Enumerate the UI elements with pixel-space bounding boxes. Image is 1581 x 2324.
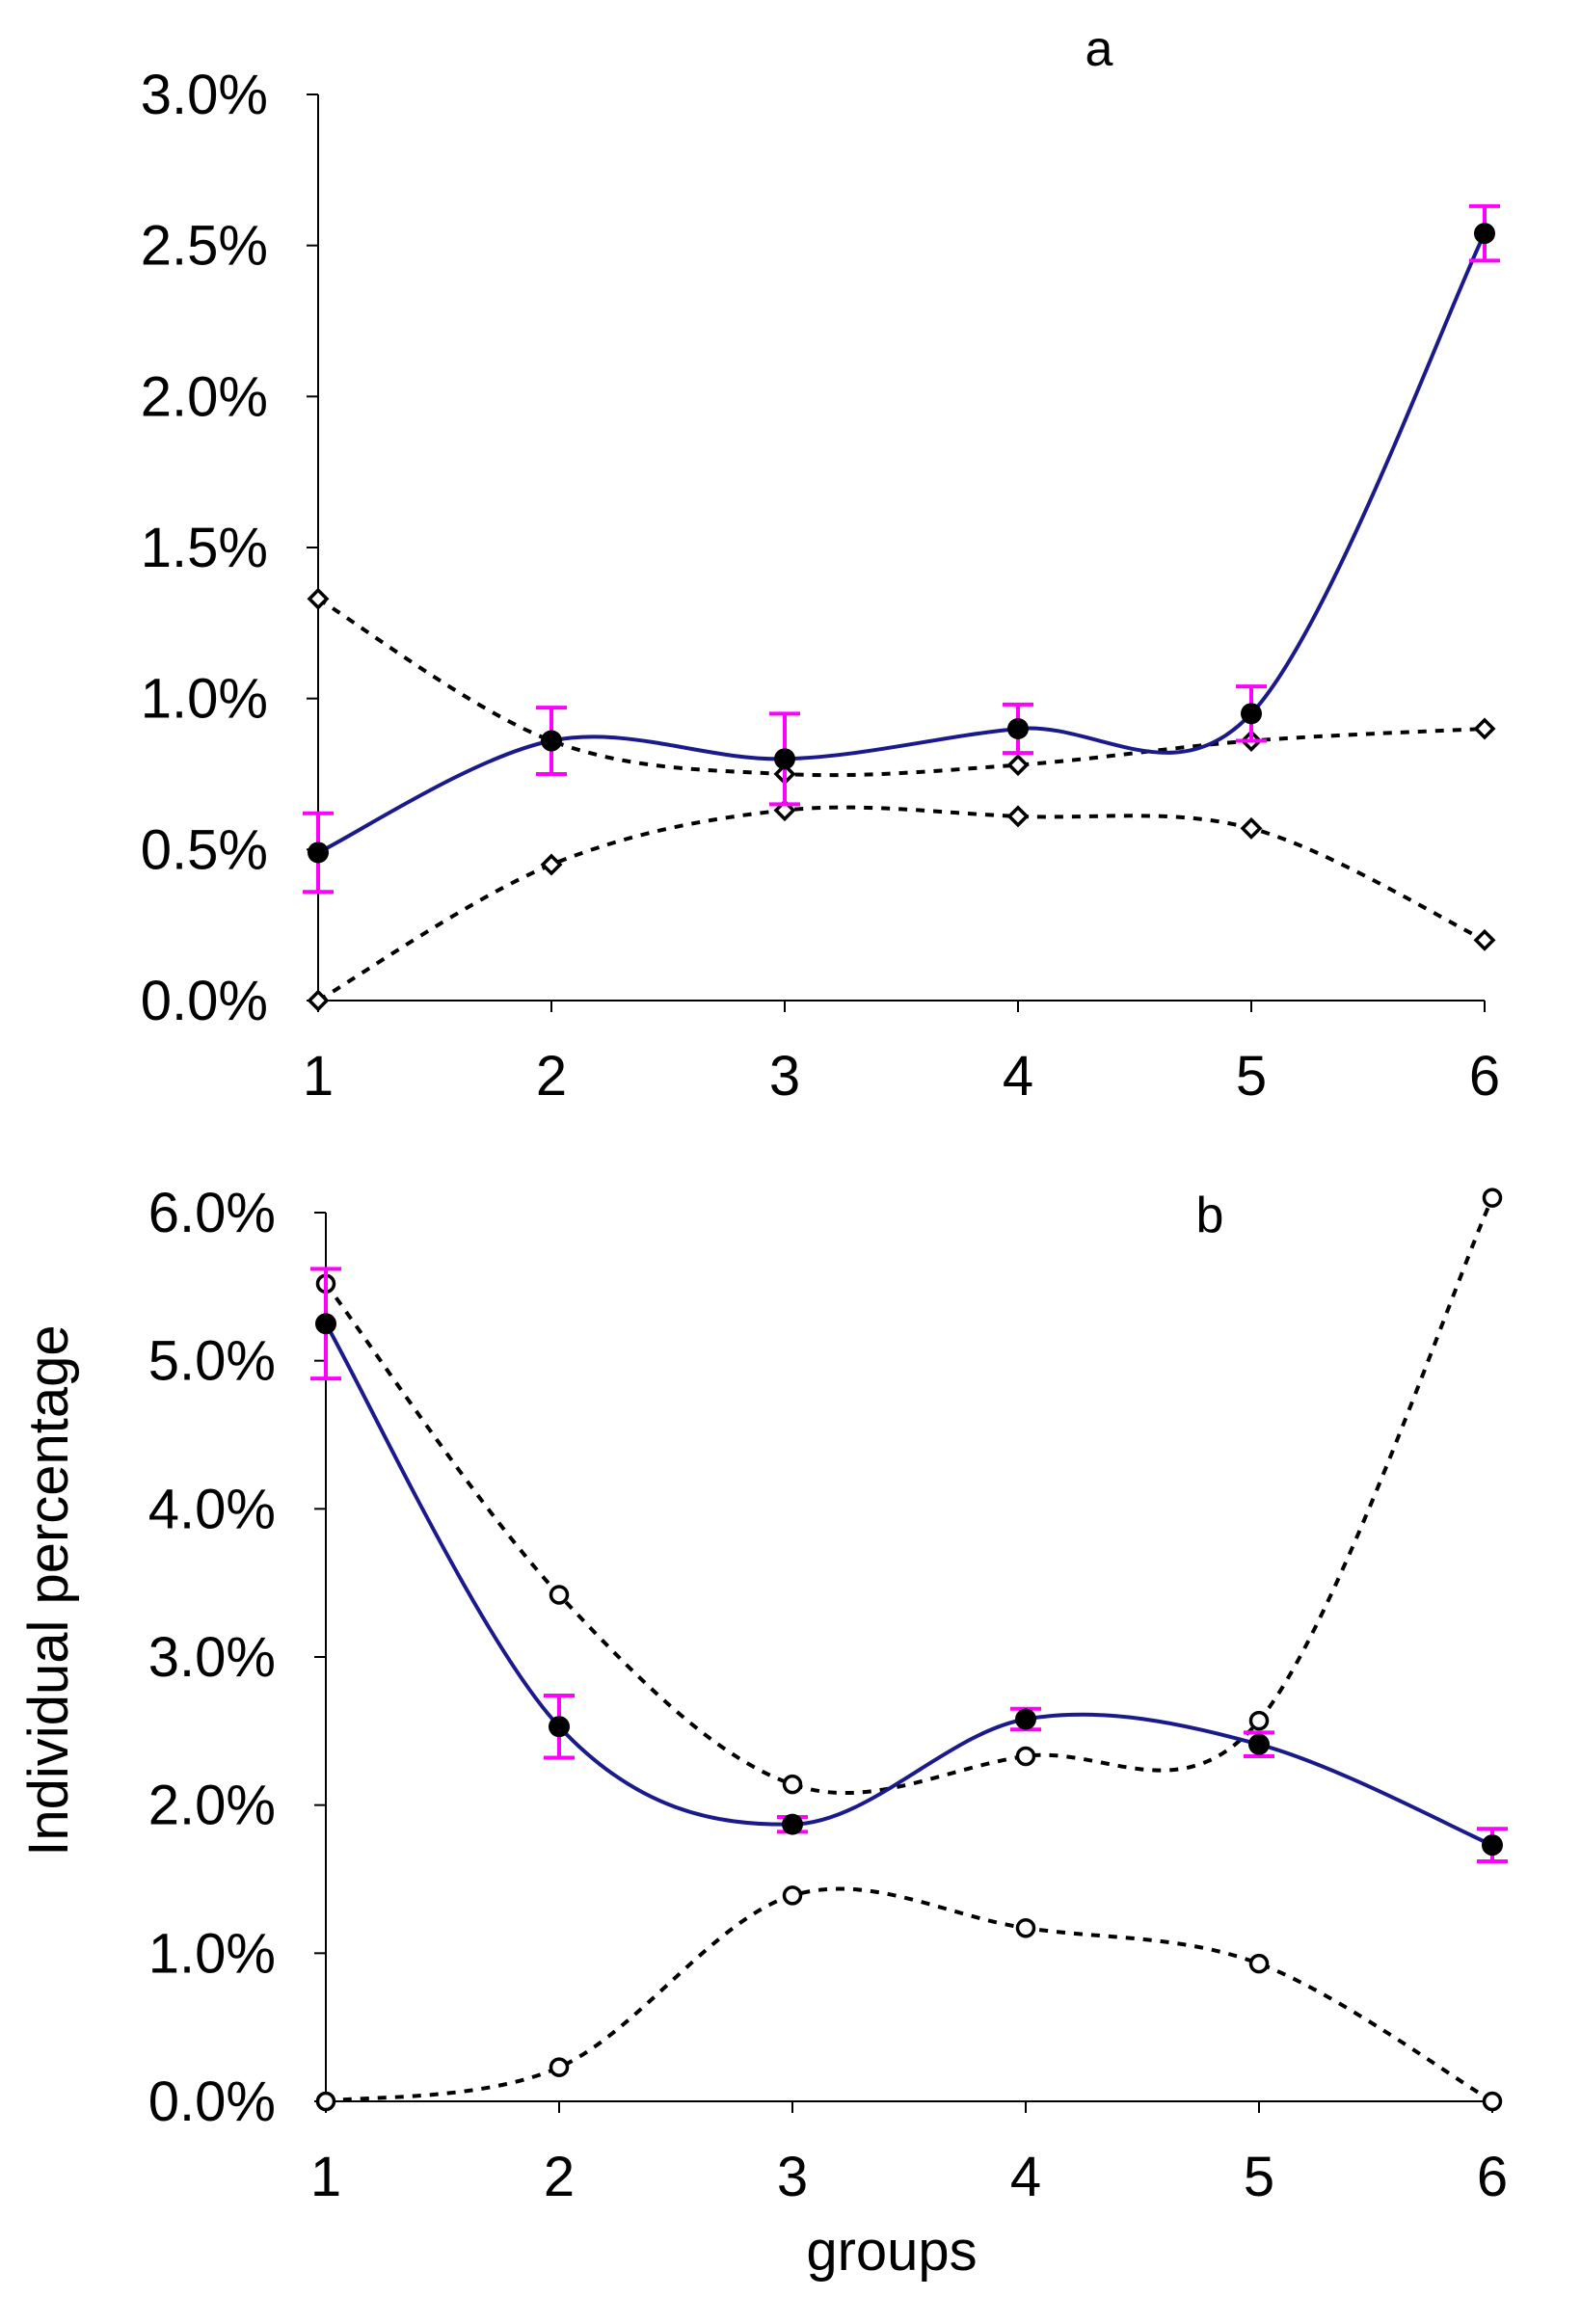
series-lower-point [1473, 928, 1496, 951]
x-tick-label: 5 [1244, 2146, 1274, 2208]
x-tick-label: 2 [536, 1045, 567, 1108]
y-tick-label: 1.0% [141, 668, 268, 731]
series-upper-point [1473, 717, 1496, 740]
x-axis-title: groups [806, 2220, 977, 2283]
x-tick-label: 1 [303, 1045, 334, 1108]
mean-point [1474, 223, 1495, 245]
mean-point [1248, 1733, 1270, 1755]
x-tick-label: 3 [769, 1045, 800, 1108]
x-tick-label: 1 [310, 2146, 341, 2208]
x-tick-label: 5 [1236, 1045, 1267, 1108]
series-upper-point [549, 1585, 570, 1605]
series-mean-line [324, 1322, 1493, 1848]
mean-point [782, 1813, 803, 1835]
y-tick-label: 2.0% [148, 1775, 276, 1837]
panel-b: 0.0% 1.0% 2.0% 3.0% 4.0% 5.0% 6.0% 1 2 3 4 5 6 b [148, 1182, 1508, 2208]
series-upper-line [316, 597, 1486, 778]
mean-point [315, 1313, 336, 1335]
mean-point [1015, 1708, 1036, 1730]
series-lower-point [782, 1885, 803, 1906]
series-upper-point [782, 1774, 803, 1795]
y-tick-label: 4.0% [148, 1478, 276, 1540]
series-lower-point [1482, 2091, 1503, 2112]
y-tick-label: 0.0% [141, 970, 268, 1032]
series-lower-line [325, 1886, 1494, 2103]
y-tick-label: 0.5% [141, 818, 268, 881]
series-lower-point [1248, 1953, 1270, 1974]
mean-point [1241, 703, 1262, 725]
y-tick-label: 0.0% [148, 2070, 276, 2133]
mean-point [541, 730, 562, 752]
mean-point [1482, 1834, 1503, 1857]
series-lower-point [1240, 816, 1263, 840]
mean-point [774, 748, 795, 770]
y-tick-label: 3.0% [141, 64, 268, 126]
mean-point [1007, 718, 1029, 739]
x-tick-label: 4 [1003, 1045, 1033, 1108]
series-lower-point [549, 2057, 570, 2077]
series-mean-line [317, 232, 1487, 855]
series-upper-point [1015, 1746, 1036, 1767]
x-tick-label: 6 [1477, 2146, 1508, 2208]
x-tick-label: 2 [544, 2146, 575, 2208]
series-upper-point [1006, 754, 1030, 777]
series-lower-point [307, 989, 330, 1012]
series-lower-line [316, 805, 1486, 1002]
series-lower-point [540, 853, 563, 876]
y-tick-label: 6.0% [148, 1182, 276, 1244]
series-upper-point [1248, 1710, 1270, 1731]
series-lower-point [315, 2091, 336, 2112]
y-tick-label: 2.0% [141, 365, 268, 428]
y-tick-label: 2.5% [141, 215, 268, 278]
series-lower-point [1015, 1917, 1036, 1938]
x-tick-label: 4 [1010, 2146, 1041, 2208]
y-tick-label: 1.0% [148, 1922, 276, 1985]
panel-label: a [1085, 21, 1113, 77]
x-tick-label: 3 [777, 2146, 808, 2208]
y-axis-title: Individual percentage [17, 1324, 80, 1856]
x-tick-label: 6 [1469, 1045, 1500, 1108]
series-upper-point [307, 587, 330, 610]
mean-point [549, 1716, 570, 1738]
y-tick-label: 5.0% [148, 1330, 276, 1393]
series-upper-line [324, 1196, 1494, 1796]
y-tick-label: 1.5% [141, 517, 268, 579]
series-lower-point [1006, 805, 1030, 828]
panel-a: 0.0% 0.5% 1.0% 1.5% 2.0% 2.5% 3.0% 1 2 3 4 5 6 a [141, 21, 1500, 1108]
series-upper-point [1482, 1188, 1503, 1208]
mean-point [308, 841, 329, 864]
y-tick-label: 3.0% [148, 1626, 276, 1689]
panel-label: b [1196, 1188, 1224, 1243]
